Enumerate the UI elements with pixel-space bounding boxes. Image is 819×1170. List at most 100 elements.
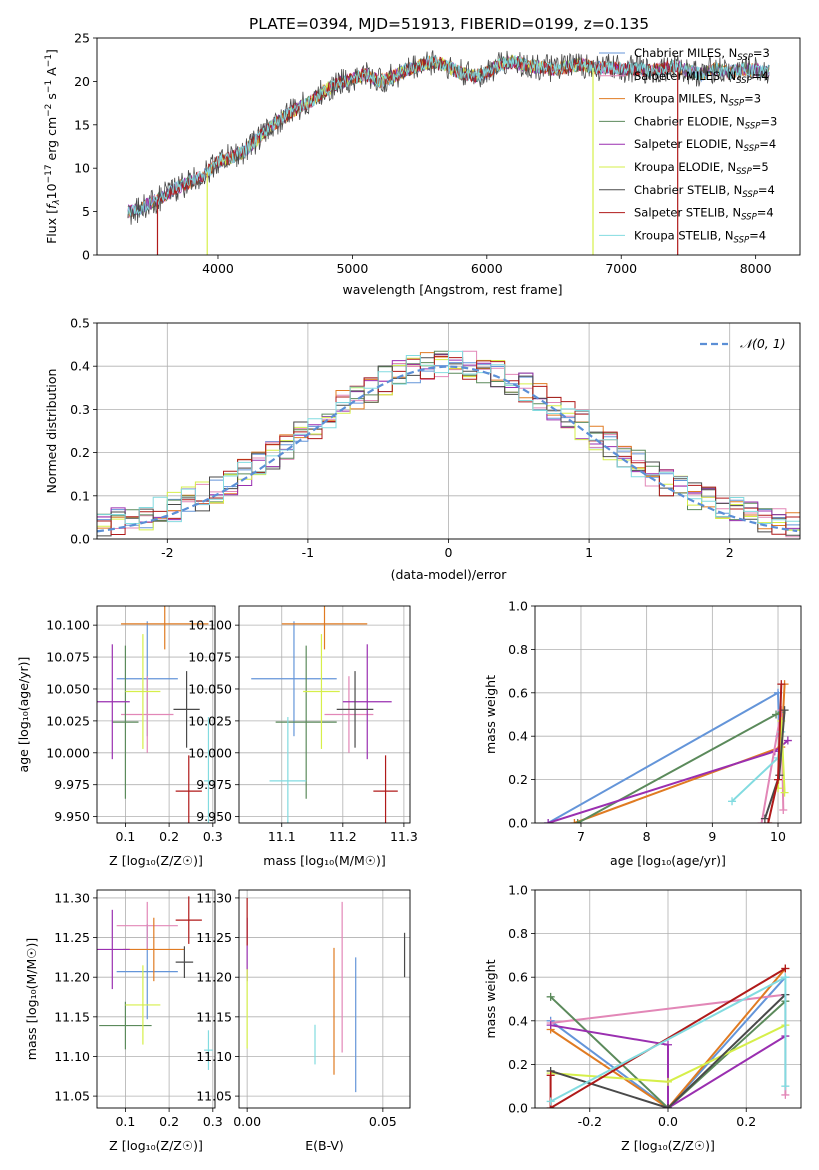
plot-area	[251, 606, 398, 823]
legend-entry-salpeter_miles: Salpeter MILES, NSSP=4	[634, 69, 769, 86]
y-tick-label: 10.050	[46, 681, 90, 696]
legend-text: =5	[752, 160, 769, 174]
weight-line-chabrier_stelib	[550, 993, 787, 1108]
x-tick-label: 0.00	[233, 1114, 261, 1129]
axes-frame	[238, 889, 411, 1109]
weight-marker-chabrier_elodie	[772, 710, 781, 719]
y-axis-label-part: λ	[52, 199, 62, 205]
y-tick-label: 11.15	[196, 1009, 232, 1024]
plot-area	[97, 350, 800, 538]
weight-marker-salpeter_miles	[757, 819, 766, 823]
y-tick-label: 11.20	[196, 970, 232, 985]
y-tick-label: 11.30	[54, 890, 90, 905]
weight-line-salpeter_stelib	[549, 967, 786, 1108]
y-axis-label: age [log₁₀(age/yr)]	[16, 657, 31, 773]
legend-entry-kroupa_elodie: Kroupa ELODIE, NSSP=5	[634, 160, 769, 177]
x-tick-label: 10	[770, 829, 786, 844]
y-tick-label: 10.000	[46, 745, 90, 760]
weight-marker-salpeter_elodie	[664, 1040, 672, 1049]
x-axis-label: age [log₁₀(age/yr)]	[610, 853, 726, 868]
y-axis-label-part: f	[44, 203, 59, 209]
y-tick-label: 10.100	[188, 618, 232, 633]
legend-text: Kroupa STELIB, N	[634, 228, 734, 242]
y-tick-label: 11.10	[196, 1049, 232, 1064]
y-tick-label: 10.025	[46, 713, 90, 728]
weight-marker-kroupa_stelib	[781, 973, 790, 982]
legend-sub: SSP	[736, 167, 752, 177]
axes-frame	[96, 605, 216, 824]
y-tick-label: 10.025	[188, 713, 232, 728]
panel-weight-vs-Z: -0.2 0.0 0.2 0.0 0.2 0.4 0.6 0.8 1.0 Z [log₁₀(Z/Z…	[483, 883, 802, 1153]
legend-text: =4	[758, 183, 775, 197]
legend-normal-label: 𝒩(0, 1)	[740, 336, 786, 351]
x-tick-label: 0.1	[115, 1114, 135, 1129]
y-tick-label: 0.2	[70, 445, 90, 460]
weight-line-salpeter_elodie	[550, 1024, 786, 1108]
axes-frame	[96, 37, 801, 256]
axes-frame	[96, 889, 216, 1109]
y-tick-label: 11.25	[54, 930, 90, 945]
x-axis-label: wavelength [Angstrom, rest frame]	[342, 282, 562, 297]
legend-text: =4	[759, 137, 776, 151]
y-tick-label: 0.4	[508, 1013, 528, 1028]
y-tick-label: 0.5	[70, 316, 90, 331]
y-tick-label: 1.0	[508, 599, 528, 614]
legend-text: =3	[760, 114, 777, 128]
y-axis-label-part: 10	[44, 183, 59, 199]
y-tick-label: 0.3	[70, 402, 90, 417]
y-tick-label: 11.05	[54, 1089, 90, 1104]
spectrum-line-kroupa_stelib	[127, 54, 770, 216]
x-tick-label: 4000	[202, 261, 234, 276]
x-tick-label: 11.2	[329, 829, 357, 844]
weight-line-chabrier_elodie	[549, 996, 787, 1108]
y-tick-label: 0.6	[508, 685, 528, 700]
legend-entry-chabrier_miles: Chabrier MILES, NSSP=3	[634, 46, 770, 63]
x-tick-label: 0.05	[369, 1114, 397, 1129]
y-tick-label: 11.10	[54, 1049, 90, 1064]
weight-line-kroupa_miles	[574, 684, 786, 823]
x-tick-label: 6000	[471, 261, 503, 276]
y-tick-label: 11.20	[54, 970, 90, 985]
y-axis-label: mass weight	[483, 675, 498, 754]
x-tick-label: 0	[445, 545, 453, 560]
y-tick-label: 9.975	[196, 777, 232, 792]
legend-sub: SSP	[745, 121, 761, 131]
y-axis-label-part: Flux [	[44, 209, 59, 244]
y-tick-label: 20	[74, 74, 90, 89]
y-axis-label: mass [log₁₀(M/M☉)]	[24, 938, 39, 1060]
panel-age-vs-Z: 0.1 0.2 0.3 9.950 9.975 10.000 10.025 10.050 10.…	[16, 605, 223, 868]
y-tick-label: 10.075	[46, 650, 90, 665]
weight-marker-chabrier_stelib	[780, 706, 789, 715]
weight-marker-salpeter_stelib	[774, 775, 783, 784]
legend-text: =4	[752, 69, 769, 83]
legend-entry-chabrier_stelib: Chabrier STELIB, NSSP=4	[634, 183, 775, 200]
y-tick-label: 11.30	[196, 890, 232, 905]
legend-text: =4	[749, 228, 766, 242]
axes-frame	[238, 605, 411, 824]
weight-marker-chabrier_stelib	[760, 814, 769, 823]
panel-residuals: -2 -1 0 1 2 0.0 0.1 0.2 0.3 0.4 0.5 𝒩(0, 1) (data-mo…	[44, 316, 801, 582]
y-tick-label: 25	[74, 31, 90, 46]
legend-text: Salpeter MILES, N	[634, 69, 736, 83]
y-tick-label: 9.950	[196, 809, 232, 824]
legend-text: Chabrier ELODIE, N	[634, 114, 745, 128]
legend-sub: SSP	[729, 99, 745, 109]
plot-area	[544, 680, 792, 823]
weight-line-chabrier_miles	[550, 976, 787, 1108]
weight-marker-salpeter_stelib	[777, 680, 786, 689]
weight-marker-kroupa_elodie	[664, 1077, 672, 1086]
panel-mass-vs-ebv: 0.00 0.05 11.05 11.10 11.15 11.20 11.25 11.30 E(…	[196, 889, 411, 1153]
y-tick-label: 10	[74, 161, 90, 176]
y-tick-label: 9.950	[54, 809, 90, 824]
y-tick-label: 0.1	[70, 488, 90, 503]
legend-text: Chabrier STELIB, N	[634, 183, 742, 197]
axes-frame	[96, 322, 801, 540]
legend-text: =4	[757, 206, 774, 220]
x-tick-label: 7	[577, 829, 585, 844]
weight-line-chabrier_elodie	[577, 711, 782, 823]
weight-marker-kroupa_stelib	[546, 1097, 555, 1106]
y-tick-label: 0.8	[508, 642, 528, 657]
axes-frame	[534, 605, 802, 824]
y-axis-label-part: ]	[44, 49, 59, 54]
